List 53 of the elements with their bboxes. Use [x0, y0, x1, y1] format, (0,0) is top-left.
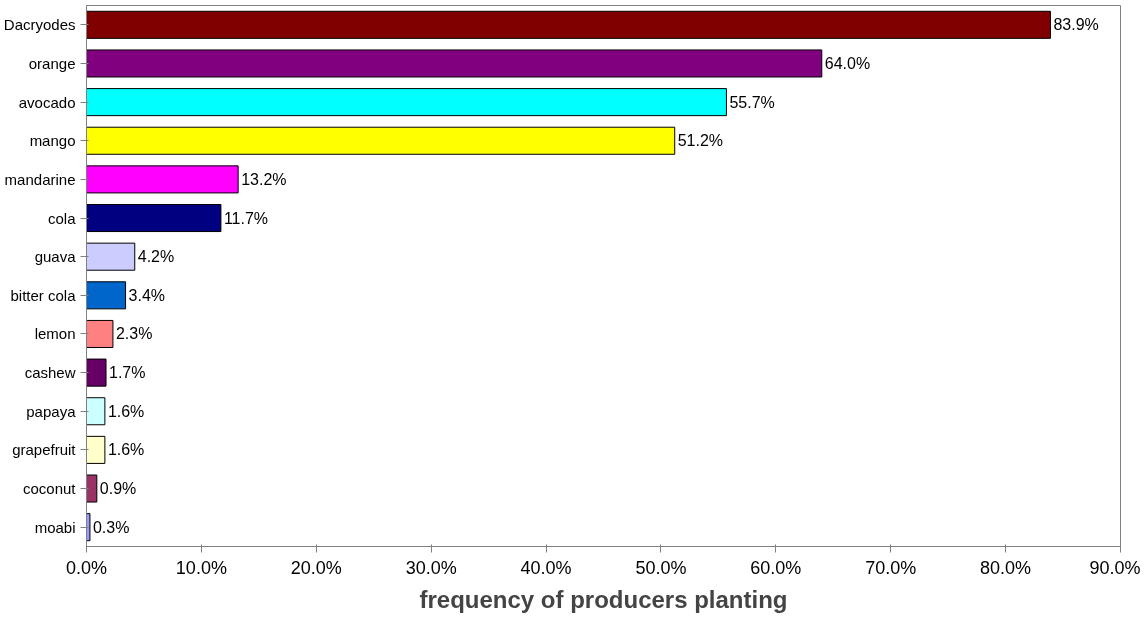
x-tick-label: 70.0% [865, 557, 917, 578]
y-tick-label: papaya [26, 402, 77, 420]
data-label: 0.9% [99, 480, 137, 498]
bar [86, 49, 823, 78]
bar [86, 474, 98, 503]
bar [86, 88, 727, 117]
y-tick-label: mandarine [4, 170, 76, 188]
data-label: 55.7% [729, 93, 775, 111]
data-label: 3.4% [128, 286, 166, 304]
x-tick-label: 20.0% [290, 557, 342, 578]
data-label: 51.2% [677, 132, 724, 150]
y-tick-label: Dacryodes [3, 16, 76, 34]
x-tick-label: 40.0% [520, 557, 572, 578]
data-label: 2.3% [115, 325, 153, 343]
bar [86, 165, 239, 194]
y-tick-label: cashew [24, 364, 76, 382]
y-tick-label: orange [28, 54, 76, 72]
data-label: 1.6% [107, 402, 145, 420]
y-tick-label: mango [29, 132, 76, 150]
x-tick-label: 0.0% [65, 557, 108, 578]
bar [86, 513, 91, 542]
data-label: 64.0% [824, 54, 871, 72]
data-label: 13.2% [241, 170, 287, 188]
data-label: 1.6% [107, 441, 145, 459]
y-tick-label: avocado [18, 93, 76, 111]
x-tick-label: 60.0% [750, 557, 802, 578]
y-tick-label: coconut [22, 480, 77, 498]
y-tick-label: cola [47, 209, 77, 227]
x-tick-label: 30.0% [405, 557, 457, 578]
data-label: 0.3% [92, 518, 130, 536]
bar [86, 435, 106, 464]
x-tick-label: 80.0% [980, 557, 1032, 578]
y-tick-label: guava [34, 248, 77, 266]
x-tick-label: 90.0% [1089, 557, 1141, 578]
data-label: 83.9% [1053, 16, 1099, 34]
bar [86, 397, 106, 426]
y-tick-label: moabi [34, 518, 76, 536]
x-tick-label: 10.0% [175, 557, 227, 578]
bar [86, 126, 676, 155]
y-tick-label: lemon [34, 325, 76, 343]
data-label: 11.7% [223, 209, 269, 227]
bar [86, 281, 127, 310]
data-label: 1.7% [109, 364, 146, 382]
bar [86, 319, 114, 348]
bar [86, 358, 107, 387]
y-tick-label: bitter cola [10, 286, 77, 304]
bar [86, 204, 222, 233]
x-tick-label: 50.0% [635, 557, 687, 578]
data-label: 4.2% [137, 248, 175, 266]
x-axis-title: frequency of producers planting [419, 585, 788, 613]
bar [86, 10, 1051, 39]
y-tick-label: grapefruit [12, 441, 77, 459]
bar [86, 242, 136, 271]
